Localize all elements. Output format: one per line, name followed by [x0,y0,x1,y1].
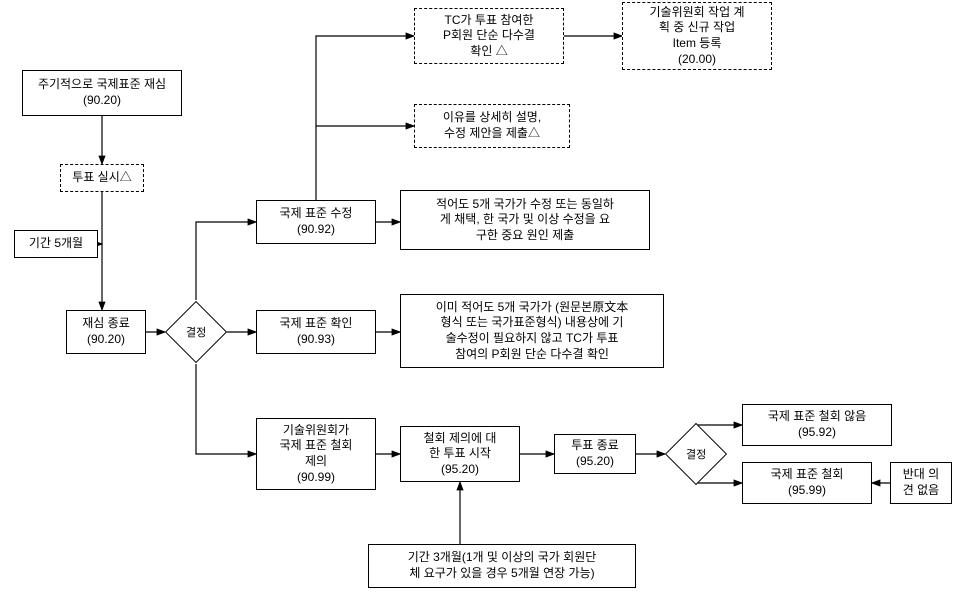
node-text-line: (95.99) [788,483,826,499]
node-text-line: 기술위원회가 [283,423,349,439]
node-text-line: 술수정이 필요하지 않고 TC가 투표 [446,331,619,347]
node-text-line: 제의 [305,454,327,470]
decision-1-label: 결정 [186,324,206,340]
node-period-5months: 기간 5개월 [14,230,98,258]
node-text-line: 이미 적어도 5개 국가가 (원문본原文本 [436,300,629,316]
node-text-line: (90.20) [87,332,125,348]
node-text-line: 주기적으로 국제표준 재심 [38,77,166,93]
edge [696,483,742,485]
edge [316,36,414,200]
node-text-line: TC가 투표 참여한 [445,13,534,29]
node-reason-submit: 이유를 상세히 설명,수정 제안을 제출△ [414,104,570,148]
node-text-line: 국제 표준 확인 [280,316,353,332]
node-text-line: 철회 제의에 대 [424,431,497,447]
node-text-line: 기간 5개월 [29,236,83,252]
node-vote-start: 철회 제의에 대한 투표 시작(95.20) [400,426,520,482]
node-text-line: 구한 중요 원인 제출 [476,228,574,244]
node-text-line: (95.20) [576,454,614,470]
node-revise-info: 적어도 5개 국가가 수정 또는 동일하게 채택, 한 국가 및 이상 수정을 … [400,190,650,250]
node-text-line: 한 투표 시작 [429,446,491,462]
node-text-line: 기술위원회 작업 계 [650,5,745,21]
node-text-line: 이유를 상세히 설명, [443,110,541,126]
node-text-line: (95.20) [441,462,479,478]
node-text-line: (20.00) [678,52,716,68]
decision-2: 결정 [665,423,727,485]
node-text-line: 재심 종료 [82,316,130,332]
node-text-line: 적어도 5개 국가가 수정 또는 동일하 [436,197,614,213]
node-text-line: (90.20) [83,93,121,109]
node-review-end: 재심 종료(90.20) [66,310,146,354]
node-no-withdraw: 국제 표준 철회 않음(95.92) [742,404,892,446]
node-text-line: 반대 의 [903,467,939,483]
node-text-line: 국제 표준 철회 [280,438,353,454]
node-text-line: 투표 종료 [571,438,619,454]
node-text-line: 국제 표준 수정 [280,206,353,222]
node-vote-end: 투표 종료(95.20) [554,434,636,474]
node-period-3months: 기간 3개월(1개 및 이상의 국가 회원단체 요구가 있을 경우 5개월 연장… [368,544,636,588]
node-new-work-item: 기술위원회 작업 계획 중 신규 작업Item 등록(20.00) [622,2,772,70]
node-text-line: (90.99) [297,470,335,486]
node-tc-withdraw: 기술위원회가국제 표준 철회제의(90.99) [256,418,376,490]
node-text-line: Item 등록 [673,36,722,52]
node-text-line: (95.92) [798,425,836,441]
node-std-confirm: 국제 표준 확인(90.93) [256,310,376,354]
node-tc-vote-check: TC가 투표 참여한P회원 단순 다수결확인 △ [414,8,564,64]
decision-1: 결정 [165,301,227,363]
node-text-line: 확인 △ [470,44,507,60]
edge [696,423,742,425]
node-withdraw: 국제 표준 철회(95.99) [742,462,872,504]
node-text-line: 형식 또는 국가표준형식) 내용상에 기 [441,315,624,331]
node-text-line: (90.93) [297,332,335,348]
node-text-line: (90.92) [297,222,335,238]
node-text-line: 기간 3개월(1개 및 이상의 국가 회원단 [408,550,597,566]
node-std-revise: 국제 표준 수정(90.92) [256,200,376,244]
node-vote-exec: 투표 실시△ [60,164,144,192]
node-text-line: P회원 단순 다수결 [443,28,535,44]
node-text-line: 수정 제안을 제출△ [444,126,540,142]
edge [196,222,256,300]
edge [196,364,256,454]
node-text-line: 국제 표준 철회 않음 [768,409,866,425]
node-text-line: 참여의 P회원 단순 다수결 확인 [455,347,609,363]
node-no-opposition: 반대 의견 없음 [890,462,952,504]
node-confirm-info: 이미 적어도 5개 국가가 (원문본原文本형식 또는 국가표준형식) 내용상에 … [400,294,664,368]
node-text-line: 국제 표준 철회 [771,467,844,483]
node-text-line: 투표 실시△ [72,170,132,186]
node-text-line: 게 채택, 한 국가 및 이상 수정을 요 [440,212,610,228]
node-text-line: 체 요구가 있을 경우 5개월 연장 가능) [409,566,594,582]
decision-2-label: 결정 [686,446,706,462]
node-text-line: 획 중 신규 작업 [659,20,735,36]
node-text-line: 견 없음 [903,483,939,499]
node-periodic-review: 주기적으로 국제표준 재심(90.20) [22,70,182,116]
